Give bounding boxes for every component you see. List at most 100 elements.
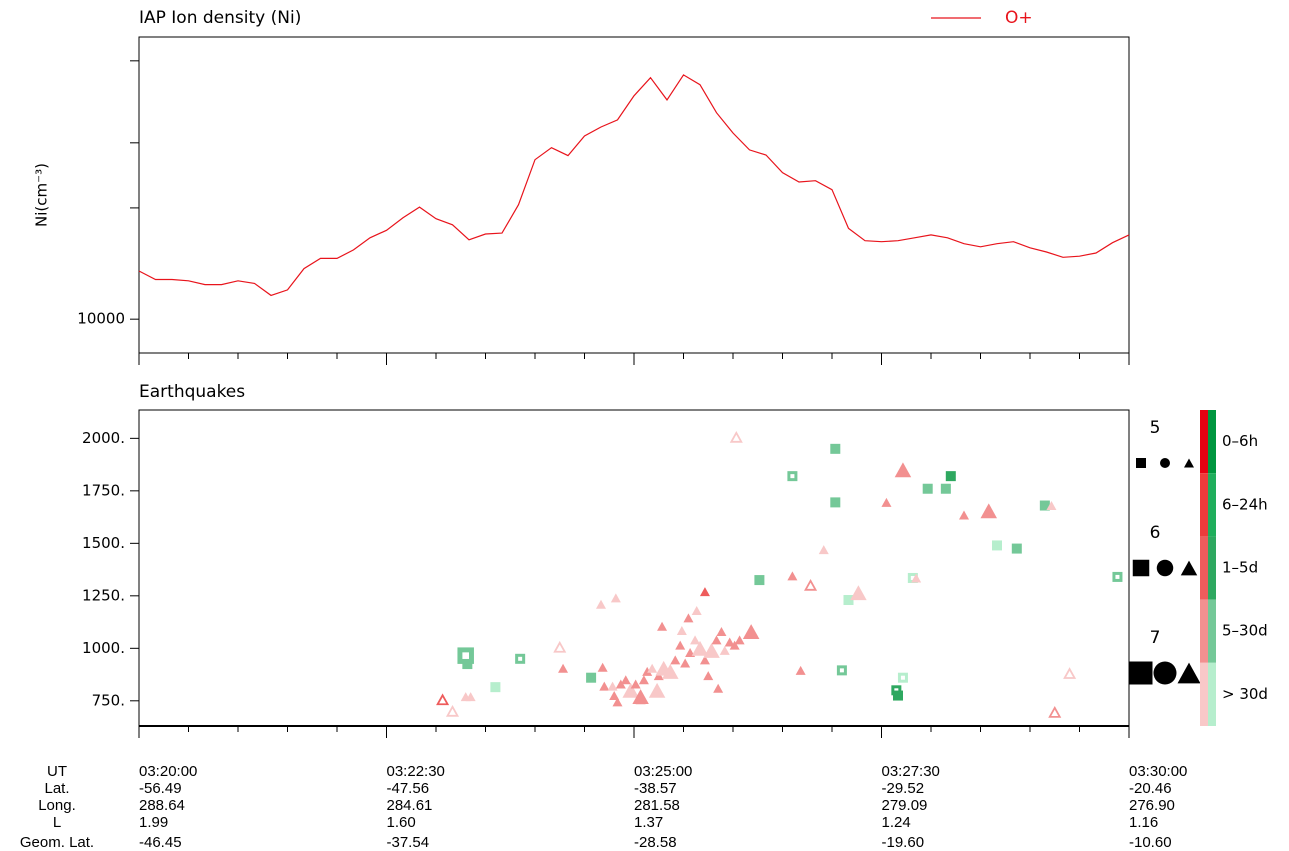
color-band	[1208, 662, 1216, 726]
color-band	[1208, 536, 1216, 600]
earthquake	[922, 483, 933, 494]
earthquake	[615, 679, 626, 689]
row-label: Geom. Lat.	[20, 834, 94, 851]
row-value: 281.58	[634, 797, 680, 814]
magnitude-symbol	[1180, 560, 1198, 576]
color-scale-label: 1–5d	[1222, 559, 1258, 577]
earthquake	[553, 640, 567, 653]
earthquake	[436, 693, 450, 706]
ut-value: 03:25:00	[634, 763, 692, 780]
row-value: -20.46	[1129, 780, 1172, 797]
earthquake	[612, 697, 623, 707]
hollow-center	[910, 575, 915, 580]
row-value: 1.37	[634, 814, 663, 831]
earthquake	[940, 483, 951, 494]
earthquake	[959, 510, 969, 520]
earthquake	[713, 683, 724, 693]
y-tick-label: 750.	[92, 691, 125, 709]
row-value: 284.61	[387, 797, 433, 814]
earthquake	[596, 599, 606, 609]
earthquake	[754, 575, 765, 586]
hollow-center	[518, 656, 523, 661]
row-value: -47.56	[387, 780, 430, 797]
earthquake	[691, 640, 709, 656]
earthquake	[638, 675, 649, 685]
earthquake	[1046, 501, 1057, 511]
earthquake	[1048, 705, 1062, 718]
earthquake	[1063, 667, 1077, 679]
earthquake	[675, 640, 686, 650]
magnitude-symbol	[1153, 661, 1177, 685]
plot-frame	[138, 409, 1130, 726]
y-tick-label: 1750.	[82, 481, 125, 499]
color-band	[1200, 662, 1208, 726]
earthquake	[881, 497, 892, 507]
magnitude-symbol	[1136, 458, 1146, 468]
ut-value: 03:22:30	[387, 763, 445, 780]
legend-label: O+	[1005, 8, 1033, 28]
color-scale-label: > 30d	[1222, 685, 1268, 703]
earthquake	[787, 571, 798, 581]
row-value: 1.16	[1129, 814, 1158, 831]
earthquake	[742, 624, 760, 639]
earthquake	[830, 443, 841, 454]
magnitude-symbol	[1156, 559, 1174, 577]
earthquake	[620, 675, 631, 685]
earthquake	[992, 540, 1002, 551]
earthquake	[657, 621, 668, 631]
earthquake	[795, 665, 806, 675]
chart-title: Earthquakes	[139, 382, 245, 402]
earthquake	[676, 625, 687, 635]
chart-title: IAP Ion density (Ni)	[139, 8, 301, 28]
magnitude-symbol	[1177, 662, 1201, 684]
hollow-center	[894, 688, 899, 693]
earthquake	[843, 595, 854, 606]
y-tick-label: 1250.	[82, 586, 125, 604]
color-scale-label: 5–30d	[1222, 622, 1268, 640]
earthquake	[610, 593, 621, 603]
earthquake	[734, 635, 745, 645]
earthquake	[597, 662, 608, 672]
earthquake	[699, 655, 710, 665]
ut-value: 03:20:00	[139, 763, 197, 780]
earthquake	[642, 666, 653, 676]
ut-value: 03:27:30	[882, 763, 940, 780]
earthquake	[465, 692, 476, 702]
color-band	[1208, 599, 1216, 663]
color-band	[1208, 410, 1216, 474]
earthquake	[818, 545, 829, 555]
earthquake	[804, 578, 818, 591]
earthquake	[683, 613, 694, 623]
earthquake	[703, 642, 720, 658]
row-value: 279.09	[882, 797, 928, 814]
earthquake	[893, 690, 903, 701]
y-axis-label: Ni(cm⁻³)	[33, 163, 51, 227]
row-value: -10.60	[1129, 834, 1172, 851]
earthquake	[729, 640, 740, 650]
earthquake	[670, 655, 681, 665]
earthquake	[662, 663, 679, 679]
row-label: Long.	[38, 797, 76, 814]
earthquake	[445, 704, 460, 717]
earthquake	[648, 682, 666, 698]
earthquake	[622, 682, 639, 698]
earthquake	[599, 681, 610, 691]
magnitude-symbol	[1132, 559, 1150, 577]
data-line	[138, 74, 1130, 297]
earthquake	[703, 671, 714, 681]
ut-value: 03:30:00	[1129, 763, 1187, 780]
row-value: 288.64	[139, 797, 185, 814]
color-band	[1208, 473, 1216, 537]
earthquake	[690, 635, 701, 645]
color-band	[1200, 473, 1208, 537]
color-band	[1200, 536, 1208, 600]
magnitude-symbol	[1184, 458, 1194, 468]
magnitude-label: 5	[1150, 418, 1161, 438]
earthquake	[607, 681, 618, 691]
earthquake	[632, 689, 649, 705]
hollow-center	[790, 474, 795, 479]
color-band	[1200, 410, 1208, 474]
row-value: -19.60	[882, 834, 925, 851]
row-label: UT	[47, 763, 67, 780]
y-tick-label: 2000.	[82, 429, 125, 447]
